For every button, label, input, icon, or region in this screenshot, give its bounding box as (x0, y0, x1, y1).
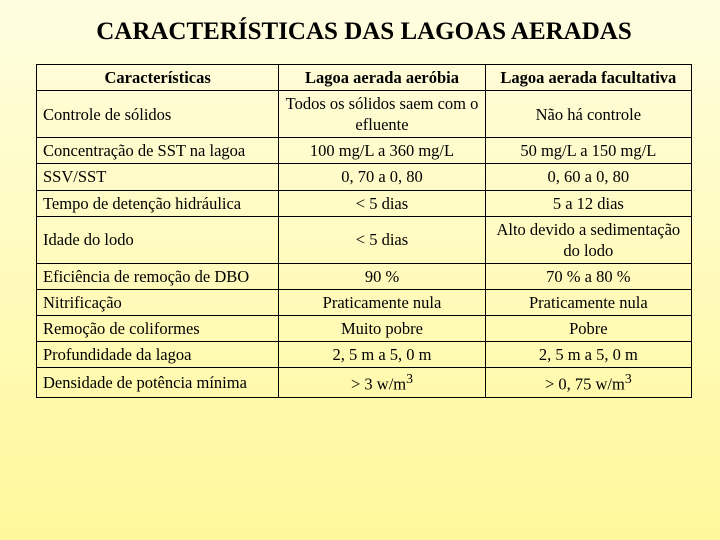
header-caracteristicas: Características (37, 65, 279, 91)
row-value-aerobia: Praticamente nula (279, 289, 485, 315)
row-value-facultativa: 2, 5 m a 5, 0 m (485, 342, 691, 368)
row-value-aerobia: Todos os sólidos saem com o efluente (279, 91, 485, 138)
row-label: Densidade de potência mínima (37, 368, 279, 398)
table-header-row: Características Lagoa aerada aeróbia Lag… (37, 65, 692, 91)
table-row: SSV/SST0, 70 a 0, 800, 60 a 0, 80 (37, 164, 692, 190)
table-row: Remoção de coliformesMuito pobrePobre (37, 316, 692, 342)
characteristics-table: Características Lagoa aerada aeróbia Lag… (36, 64, 692, 398)
row-value-facultativa: 0, 60 a 0, 80 (485, 164, 691, 190)
row-label: Concentração de SST na lagoa (37, 138, 279, 164)
row-value-aerobia: 0, 70 a 0, 80 (279, 164, 485, 190)
row-label: Idade do lodo (37, 216, 279, 263)
row-value-facultativa: 5 a 12 dias (485, 190, 691, 216)
table-row: NitrificaçãoPraticamente nulaPraticament… (37, 289, 692, 315)
row-label: Remoção de coliformes (37, 316, 279, 342)
table-row: Densidade de potência mínima> 3 w/m3> 0,… (37, 368, 692, 398)
row-value-aerobia: 90 % (279, 263, 485, 289)
row-value-aerobia: > 3 w/m3 (279, 368, 485, 398)
row-label: SSV/SST (37, 164, 279, 190)
row-value-aerobia: < 5 dias (279, 216, 485, 263)
row-label: Tempo de detenção hidráulica (37, 190, 279, 216)
row-label: Profundidade da lagoa (37, 342, 279, 368)
header-facultativa: Lagoa aerada facultativa (485, 65, 691, 91)
row-label: Nitrificação (37, 289, 279, 315)
row-value-facultativa: 50 mg/L a 150 mg/L (485, 138, 691, 164)
row-label: Controle de sólidos (37, 91, 279, 138)
row-value-facultativa: Não há controle (485, 91, 691, 138)
table-row: Eficiência de remoção de DBO90 %70 % a 8… (37, 263, 692, 289)
row-label: Eficiência de remoção de DBO (37, 263, 279, 289)
row-value-aerobia: 2, 5 m a 5, 0 m (279, 342, 485, 368)
row-value-facultativa: 70 % a 80 % (485, 263, 691, 289)
row-value-facultativa: Alto devido a sedimentação do lodo (485, 216, 691, 263)
table-row: Controle de sólidosTodos os sólidos saem… (37, 91, 692, 138)
header-aerobia: Lagoa aerada aeróbia (279, 65, 485, 91)
table-row: Concentração de SST na lagoa100 mg/L a 3… (37, 138, 692, 164)
row-value-facultativa: > 0, 75 w/m3 (485, 368, 691, 398)
row-value-aerobia: < 5 dias (279, 190, 485, 216)
row-value-aerobia: Muito pobre (279, 316, 485, 342)
row-value-facultativa: Praticamente nula (485, 289, 691, 315)
table-row: Profundidade da lagoa2, 5 m a 5, 0 m2, 5… (37, 342, 692, 368)
row-value-aerobia: 100 mg/L a 360 mg/L (279, 138, 485, 164)
row-value-facultativa: Pobre (485, 316, 691, 342)
table-row: Idade do lodo< 5 diasAlto devido a sedim… (37, 216, 692, 263)
page-title: CARACTERÍSTICAS DAS LAGOAS AERADAS (36, 18, 692, 46)
table-row: Tempo de detenção hidráulica< 5 dias5 a … (37, 190, 692, 216)
